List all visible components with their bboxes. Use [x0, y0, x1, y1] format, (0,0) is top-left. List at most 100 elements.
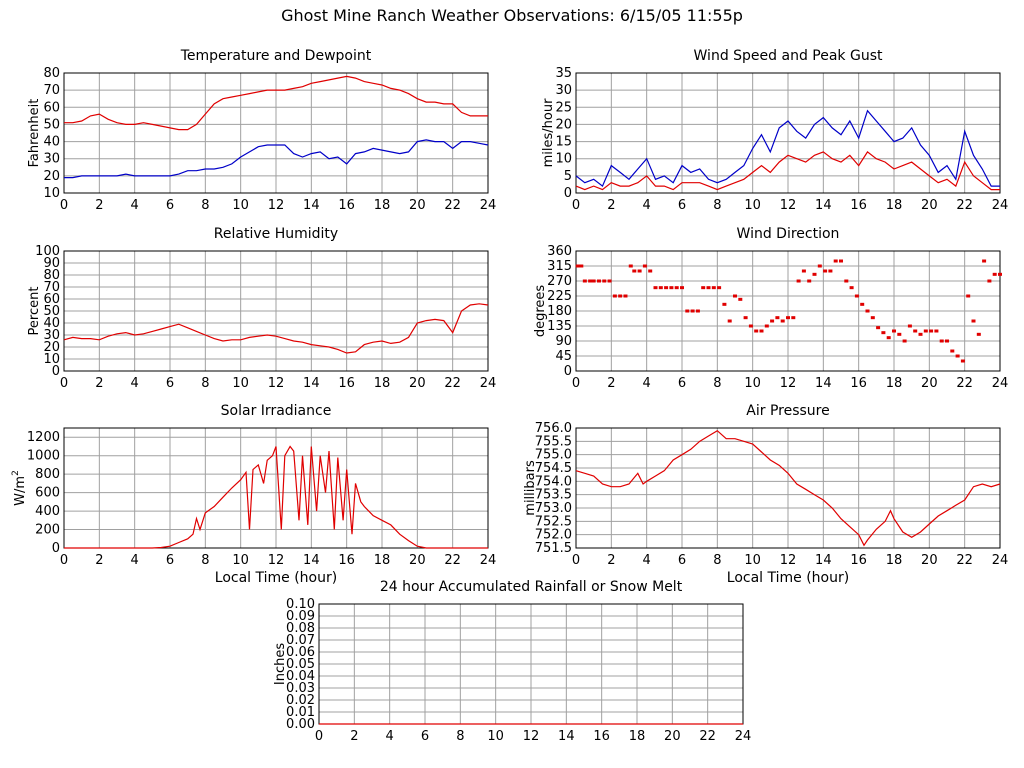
data-point [648, 269, 653, 273]
series-line [64, 139, 489, 179]
y-axis-label: degrees [533, 285, 548, 338]
y-tick-label: 0 [564, 364, 572, 379]
series-points [575, 259, 1002, 363]
data-point [812, 272, 817, 276]
y-tick-label: 20 [43, 169, 60, 184]
y-tick-label: 755.0 [535, 448, 572, 463]
y-tick-label: 315 [547, 259, 572, 274]
y-tick-label: 0.06 [286, 645, 315, 660]
x-tick-label: 24 [480, 376, 497, 391]
x-tick-label: 0 [572, 376, 580, 391]
x-tick-label: 22 [444, 376, 461, 391]
y-tick-label: 1000 [27, 449, 60, 464]
data-point [971, 319, 976, 323]
gridlines [575, 72, 1001, 194]
data-point [653, 286, 658, 290]
x-tick-label: 14 [303, 553, 320, 568]
data-point [839, 259, 843, 263]
series-line [575, 429, 1001, 547]
x-tick-label: 10 [744, 198, 761, 213]
x-tick-label: 22 [444, 198, 461, 213]
data-point [685, 309, 690, 313]
x-tick-label: 2 [607, 376, 615, 391]
data-point [987, 279, 992, 283]
data-point [876, 326, 881, 330]
x-tick-label: 20 [921, 198, 938, 213]
data-point [796, 279, 801, 283]
data-point [754, 329, 759, 333]
x-tick-label: 6 [678, 376, 686, 391]
data-point [722, 302, 727, 306]
data-point [865, 309, 870, 313]
y-tick-label: 754.0 [535, 474, 572, 489]
y-tick-label: 100 [35, 244, 60, 259]
data-point [881, 331, 886, 335]
chart-temp: 0 2 4 6 8 10 12 14 16 18 20 22 241020304050607080Tem… [27, 48, 496, 213]
chart-title: Wind Direction [737, 226, 840, 242]
y-axis-label: W/m2 [11, 470, 28, 506]
x-tick-label: 8 [456, 729, 464, 744]
data-point [669, 286, 674, 290]
x-tick-label: 16 [850, 198, 867, 213]
data-point [801, 269, 806, 273]
x-tick-label: 4 [643, 198, 651, 213]
x-tick-label: 6 [166, 376, 174, 391]
x-tick-label: 24 [735, 729, 752, 744]
x-tick-label: 20 [921, 376, 938, 391]
data-point [939, 339, 944, 343]
y-tick-label: 60 [43, 100, 60, 115]
y-axis-label-sup: 2 [11, 470, 21, 476]
y-tick-label: 0 [564, 186, 572, 201]
chart-rain: 0 2 4 6 8 10 12 14 16 18 20 22 240.000.010.020.030.0… [273, 579, 751, 744]
chart-solar: 0 2 4 6 8 10 12 14 16 18 20 22 240200400600800100012… [11, 403, 496, 586]
y-tick-label: 70 [43, 280, 60, 295]
x-tick-label: 4 [643, 553, 651, 568]
y-tick-label: 20 [555, 117, 572, 132]
y-tick-label: 270 [547, 274, 572, 289]
data-point [764, 324, 769, 328]
x-tick-label: 0 [572, 553, 580, 568]
x-tick-label: 12 [268, 376, 285, 391]
y-tick-label: 20 [43, 340, 60, 355]
x-tick-label: 8 [713, 376, 721, 391]
series-line [64, 445, 488, 549]
y-tick-label: 0.04 [286, 669, 315, 684]
y-tick-label: 90 [555, 334, 572, 349]
data-point [770, 319, 775, 323]
y-tick-label: 30 [43, 328, 60, 343]
data-point [807, 279, 812, 283]
y-tick-label: 753.5 [535, 488, 572, 503]
y-tick-label: 0.03 [286, 681, 315, 696]
x-tick-label: 24 [480, 553, 497, 568]
data-point [929, 329, 934, 333]
x-tick-label: 22 [956, 376, 973, 391]
x-tick-label: 6 [678, 198, 686, 213]
gridlines [63, 250, 489, 372]
data-point [849, 286, 854, 290]
data-point [674, 286, 679, 290]
x-tick-label: 14 [815, 376, 832, 391]
x-tick-label: 22 [956, 553, 973, 568]
data-point [642, 264, 647, 268]
data-point [934, 329, 939, 333]
chart-title: Temperature and Dewpoint [180, 48, 372, 64]
x-tick-label: 10 [744, 553, 761, 568]
x-tick-label: 0 [315, 729, 323, 744]
y-tick-label: 90 [43, 256, 60, 271]
data-point [623, 294, 628, 298]
x-tick-label: 12 [523, 729, 540, 744]
y-tick-label: 1200 [27, 430, 60, 445]
data-point [897, 332, 902, 336]
x-tick-label: 24 [992, 198, 1009, 213]
data-point [748, 324, 753, 328]
data-point [591, 279, 596, 283]
x-tick-label: 8 [713, 198, 721, 213]
data-point [913, 329, 918, 333]
data-point [902, 339, 907, 343]
data-point [680, 286, 684, 290]
data-point [870, 316, 875, 320]
y-tick-label: 180 [547, 304, 572, 319]
x-tick-label: 2 [95, 553, 103, 568]
series-line [575, 109, 1000, 188]
x-tick-label: 16 [850, 376, 867, 391]
